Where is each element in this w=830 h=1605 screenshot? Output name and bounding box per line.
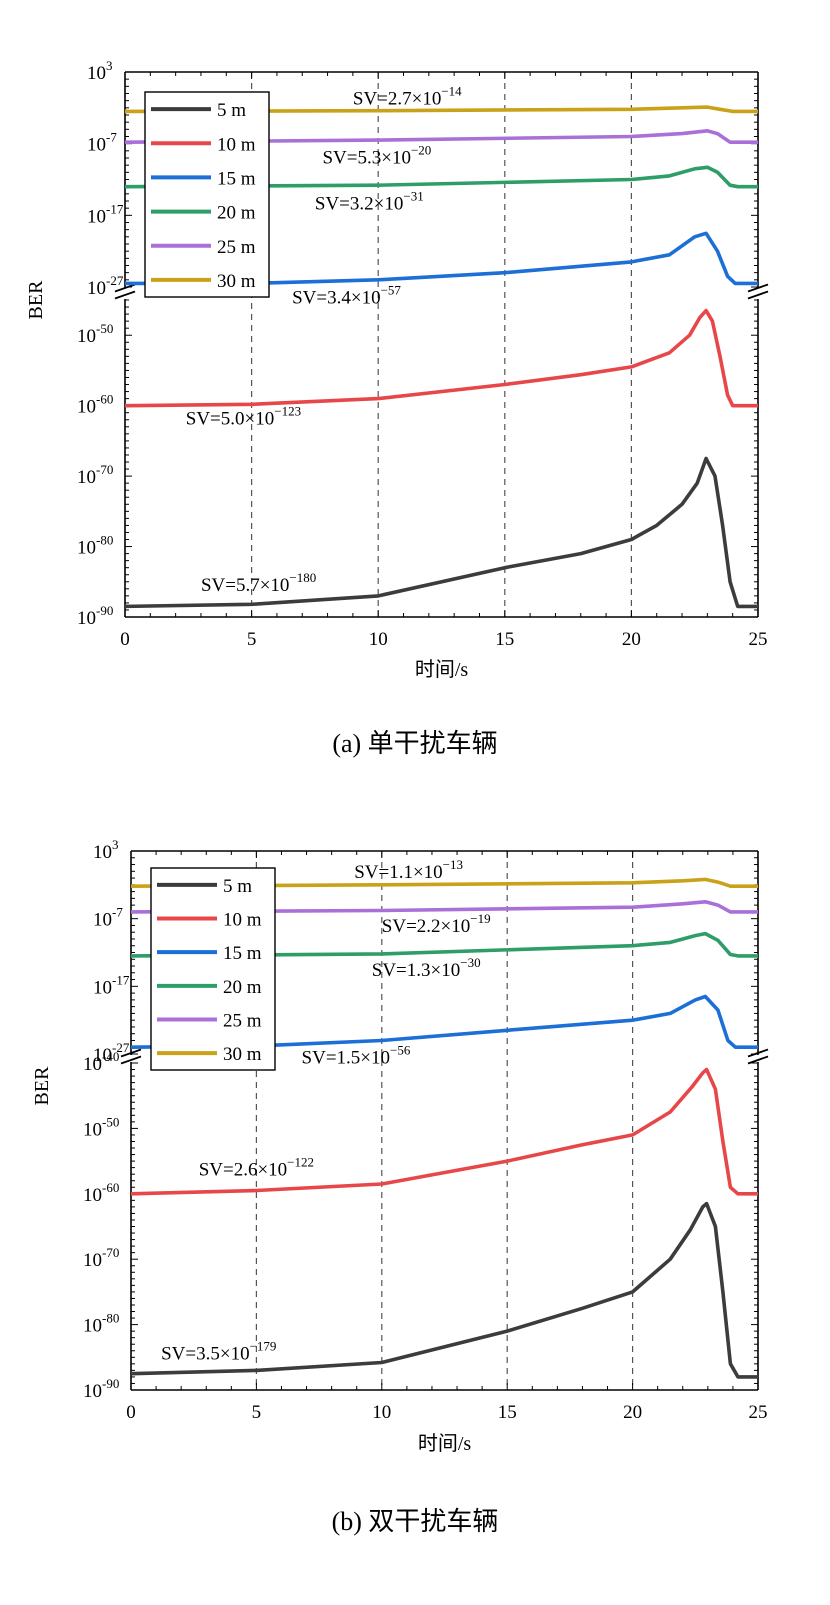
axis-break-mark [114,283,136,293]
y-tick-label: 103 [93,837,119,863]
y-axis-label: BER [31,1066,53,1106]
x-tick-label: 25 [749,1402,768,1423]
legend-entry: 20 m [223,977,262,998]
x-tick-label: 25 [749,629,768,650]
legend-entry: 5 m [223,876,252,897]
series-line-30m [130,877,758,888]
axis-break-mark [747,290,769,300]
y-tick-label: 10-17 [93,972,130,998]
series-line-20m [130,931,758,958]
axis-break-gap [749,1055,767,1062]
series-line-25m [124,129,758,144]
x-tick-label: 15 [495,629,514,650]
y-tick-label: 10-40 [83,1049,119,1075]
axis-break-mark [114,290,136,300]
sv-annotation: SV=1.3×10−30 [372,955,481,981]
legend-entry: 15 m [223,943,262,964]
legend-entry: 5 m [217,100,246,121]
legend-box [150,867,276,1071]
sv-annotation: SV=2.7×10−14 [353,83,462,109]
legend: 5 m 10 m 15 m 20 m 25 m 30 m [144,91,270,298]
legend-entry: 30 m [223,1044,262,1065]
series-line-20m [124,165,758,189]
legend-entry: 25 m [217,237,256,258]
y-tick-label: 10-80 [83,1311,119,1337]
sv-annotation: SV=2.6×10−122 [199,1154,314,1180]
legend-entry: 15 m [217,168,256,189]
legend-entry: 10 m [217,134,256,155]
legend-entry: 25 m [223,1011,262,1032]
axis-break-mark [120,1048,142,1058]
y-tick-label: 103 [87,58,113,84]
x-tick-label: 20 [622,629,641,650]
axis-break-gap [749,288,767,299]
sv-annotation: SV=5.3×10−20 [322,143,431,169]
x-tick-label: 20 [623,1402,642,1423]
y-tick-label: 10-60 [83,1180,119,1206]
x-axis-label: 时间/s [415,658,469,681]
figure-caption: (b) 双干扰车辆 [332,1507,499,1536]
series-line-10m [124,308,758,408]
sv-annotation: SV=5.7×10−180 [201,570,316,596]
y-tick-label: 10-70 [77,462,113,488]
y-tick-label: 10-50 [77,321,113,347]
series-line-10m [130,1067,758,1196]
x-axis-label: 时间/s [418,1432,472,1455]
y-tick-label: 10-50 [83,1114,119,1140]
axis-break-mark [747,283,769,293]
x-tick-label: 5 [247,629,257,650]
legend-entry: 20 m [217,203,256,224]
x-tick-label: 0 [120,629,130,650]
y-tick-label: 10-70 [83,1245,119,1271]
series-line-5m [130,1201,758,1379]
y-tick-label: 10-60 [77,392,113,418]
sv-annotation: SV=1.1×10−13 [354,857,463,883]
y-tick-label: 10-27 [93,1040,130,1066]
x-tick-label: 0 [126,1402,136,1423]
chart-panel-a: 103 10-7 10-17 10-27 10-50 10-60 10-70 10-80 10-… [25,58,769,758]
sv-annotation: SV=3.4×10−57 [292,282,401,308]
y-tick-label: 10-27 [87,273,124,299]
y-tick-label: 10-7 [87,130,117,156]
axis-break-mark [120,1055,142,1065]
sv-annotation: SV=2.2×10−19 [382,911,491,937]
axis-break-mark [747,1055,769,1065]
series-line-30m [124,105,758,114]
sv-annotation: SV=5.0×10−123 [186,404,301,430]
y-axis-label: BER [25,280,47,320]
y-tick-label: 10-7 [93,905,123,931]
series-line-15m [125,231,758,286]
y-tick-label: 10-90 [77,603,113,629]
series-line-25m [130,900,758,914]
axis-break-gap [122,1055,140,1062]
series-line-5m [124,456,758,609]
axis-break-mark [747,1048,769,1058]
x-tick-label: 15 [498,1402,517,1423]
sv-annotation: SV=1.5×10−56 [302,1042,411,1068]
legend-entry: 30 m [217,271,256,292]
x-tick-label: 5 [252,1402,262,1423]
axis-break-gap [116,288,134,299]
x-tick-label: 10 [369,629,388,650]
sv-annotation: SV=3.5×10−179 [161,1338,276,1364]
y-tick-label: 10-90 [83,1376,119,1402]
legend: 5 m 10 m 15 m 20 m 25 m 30 m [150,867,276,1071]
series-line-15m [130,994,758,1049]
legend-box [144,91,270,298]
y-tick-label: 10-80 [77,533,113,559]
sv-annotation: SV=3.2×10−31 [315,189,424,215]
figure-caption: (a) 单干扰车辆 [332,729,497,758]
legend-entry: 10 m [223,910,262,931]
y-tick-label: 10-17 [87,201,124,227]
x-tick-label: 10 [372,1402,391,1423]
